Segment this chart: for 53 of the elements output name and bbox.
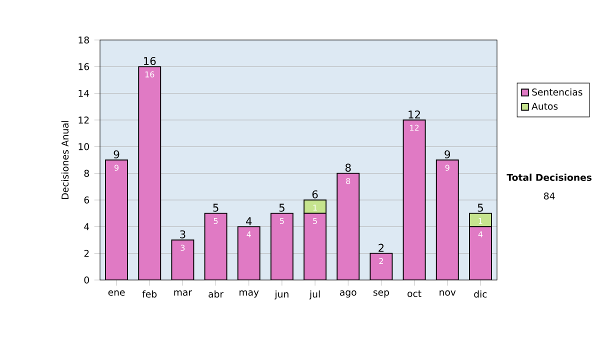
- y-tick-label: 18: [78, 36, 89, 44]
- y-tick-label: 16: [78, 63, 90, 70]
- total-label: 9: [114, 150, 120, 158]
- data-label: 12: [410, 124, 419, 131]
- x-tick-label: ene: [108, 290, 125, 296]
- y-tick-label: 2: [84, 250, 89, 257]
- legend-label: Autos: [532, 102, 558, 110]
- total-label: 5: [279, 204, 284, 212]
- x-tick-label: mar: [174, 290, 192, 296]
- total-label: 6: [312, 190, 318, 198]
- y-tick-label: 8: [84, 170, 89, 177]
- x-tick-label: feb: [142, 290, 157, 298]
- x-tick-label: oct: [408, 290, 422, 298]
- data-label: 9: [114, 164, 119, 171]
- data-label: 1: [478, 218, 482, 224]
- y-tick-label: 12: [78, 116, 89, 124]
- data-label: 3: [180, 244, 185, 251]
- y-tick-label: 0: [84, 276, 89, 284]
- x-tick-label: jun: [274, 290, 288, 300]
- total-label: 3: [180, 230, 186, 238]
- data-label: 8: [346, 178, 350, 184]
- x-tick-label: dic: [474, 290, 487, 298]
- y-tick-label: 6: [84, 196, 90, 204]
- x-tick-label: may: [240, 290, 259, 298]
- data-label: 5: [313, 218, 317, 224]
- data-label: 5: [214, 218, 218, 224]
- data-label: 4: [478, 231, 483, 238]
- total-label: 5: [478, 204, 483, 212]
- total-label: 16: [144, 56, 156, 66]
- legend-label: Sentencias: [532, 88, 582, 96]
- total-label: 12: [408, 110, 420, 118]
- y-tick-label: 10: [78, 143, 89, 150]
- data-label: 1: [313, 204, 317, 211]
- text: 84: [544, 192, 555, 200]
- data-label: 2: [379, 258, 383, 264]
- x-tick-label: nov: [440, 290, 456, 296]
- x-tick-label: abr: [208, 290, 224, 298]
- y-tick-label: 4: [84, 223, 90, 230]
- y-tick-label: 14: [78, 90, 90, 97]
- data-label: 16: [145, 71, 154, 78]
- data-label: 9: [445, 164, 450, 171]
- data-label: 4: [246, 231, 251, 238]
- x-tick-label: sep: [373, 290, 389, 298]
- x-tick-label: ago: [340, 290, 356, 298]
- total-label: 9: [444, 150, 450, 158]
- x-tick-label: jul: [309, 290, 320, 300]
- data-label: 5: [280, 218, 284, 224]
- text: Total Decisiones: [506, 174, 592, 181]
- total-label: 8: [345, 164, 351, 172]
- total-label: 5: [213, 204, 218, 212]
- total-label: 2: [378, 244, 384, 252]
- total-label: 4: [246, 217, 252, 226]
- y-axis-title: Decisiones Anual: [61, 120, 69, 199]
